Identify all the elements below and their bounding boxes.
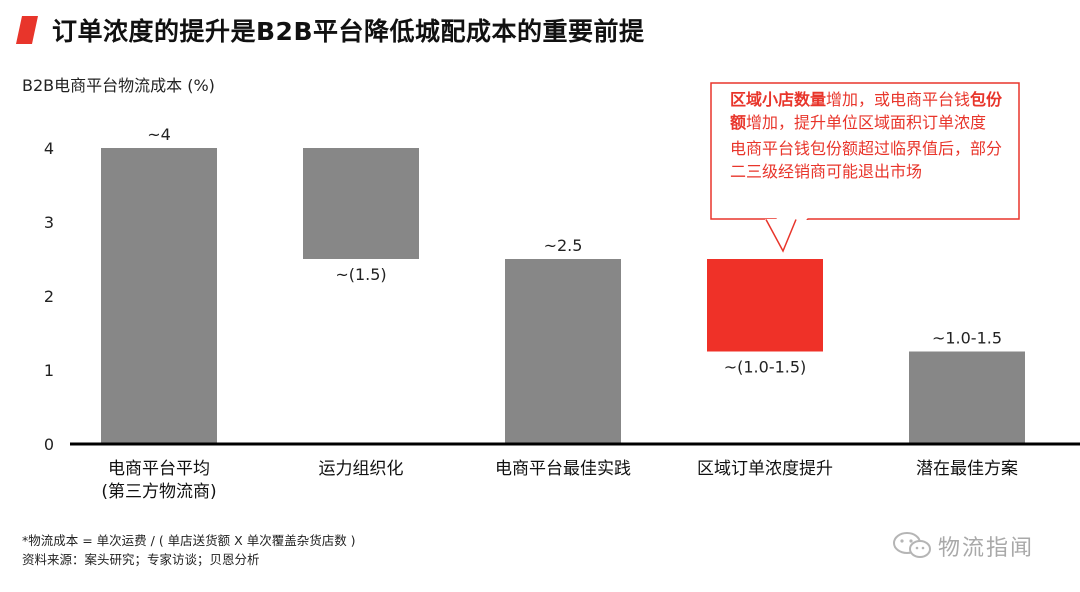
y-tick-label: 2 — [44, 287, 54, 306]
y-tick-label: 4 — [44, 139, 54, 158]
callout-paragraph-2: 电商平台钱包份额超过临界值后，部分二三级经销商可能退出市场 — [730, 139, 1003, 181]
data-label: ~(1.5) — [335, 265, 386, 284]
callout-paragraph-1: 区域小店数量增加，或电商平台钱包份额增加，提升单位区域面积订单浓度 — [730, 88, 1015, 134]
y-tick-label: 1 — [44, 361, 54, 380]
footnote-definition: *物流成本 = 单次运费 / ( 单店送货额 X 单次覆盖杂货店数 ) — [22, 533, 356, 548]
data-label: ~1.0-1.5 — [932, 329, 1002, 348]
bar — [505, 259, 621, 444]
footnote-source: 资料来源：案头研究；专家访谈；贝恩分析 — [22, 552, 260, 567]
title-accent-mark — [16, 16, 38, 44]
category-label: 运力组织化 — [319, 459, 404, 479]
category-label: (第三方物流商) — [101, 482, 216, 502]
category-label: 电商平台平均 — [108, 459, 210, 479]
y-axis-title: B2B电商平台物流成本 (%) — [22, 76, 215, 95]
y-tick-label: 3 — [44, 213, 54, 232]
bar — [101, 148, 217, 444]
wechat-logo-icon — [893, 532, 931, 558]
callout-text-2: 增加，提升单位区域面积订单浓度 — [746, 113, 987, 132]
category-label: 潜在最佳方案 — [916, 459, 1018, 479]
data-label: ~4 — [147, 125, 171, 144]
bar — [707, 259, 823, 352]
category-label: 电商平台最佳实践 — [495, 459, 631, 479]
watermark-text: 物流指闻 — [938, 536, 1035, 561]
page-title: 订单浓度的提升是B2B平台降低城配成本的重要前提 — [52, 17, 645, 46]
callout-highlight-2: 包份额 — [730, 90, 1003, 132]
callout-text: 区域小店数量增加，或电商平台钱包份额增加，提升单位区域面积订单浓度 电商平台钱包… — [730, 88, 1015, 183]
bar — [303, 148, 419, 259]
callout-highlight-1: 区域小店数量 — [730, 90, 827, 109]
data-label: ~2.5 — [544, 236, 583, 255]
callout-box — [710, 82, 1020, 220]
bar — [909, 351, 1025, 444]
callout-text-1: 增加，或电商平台钱 — [826, 90, 971, 109]
category-label: 区域订单浓度提升 — [697, 459, 833, 479]
data-label: ~(1.0-1.5) — [724, 358, 807, 377]
y-tick-label: 0 — [44, 435, 54, 454]
